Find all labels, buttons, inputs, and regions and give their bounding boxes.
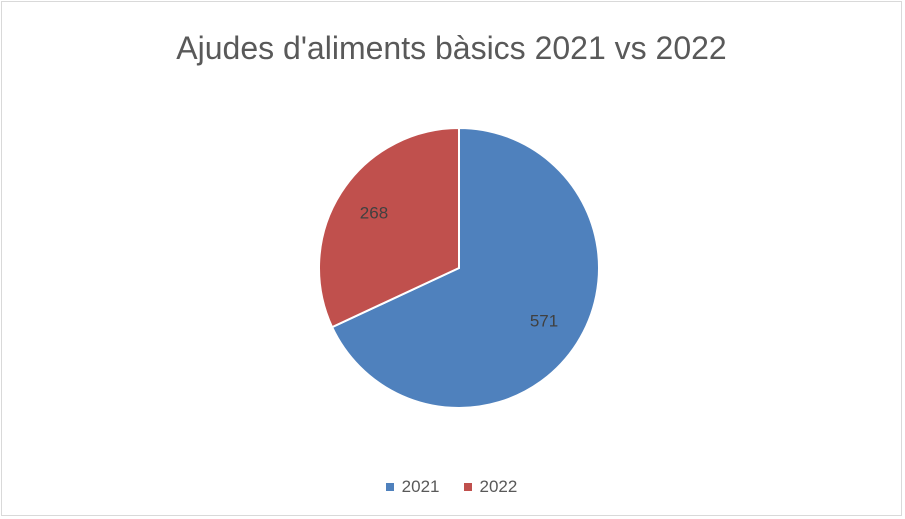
legend-label-2021: 2021 xyxy=(401,477,440,496)
pie-slice-2021 xyxy=(330,126,600,409)
legend-swatch-2021 xyxy=(385,483,394,491)
data-label-2022: 268 xyxy=(360,203,388,222)
chart-title: Ajudes d'aliments bàsics 2021 vs 2022 xyxy=(176,30,727,66)
data-label-2021: 571 xyxy=(530,312,558,331)
legend-swatch-2022 xyxy=(463,483,472,491)
legend-item-2022: 2022 xyxy=(463,477,518,497)
legend-item-2021: 2021 xyxy=(385,477,440,497)
legend-label-2022: 2022 xyxy=(479,477,518,496)
legend: 2021 2022 xyxy=(2,477,901,497)
pie-slice-2022 xyxy=(318,126,460,329)
